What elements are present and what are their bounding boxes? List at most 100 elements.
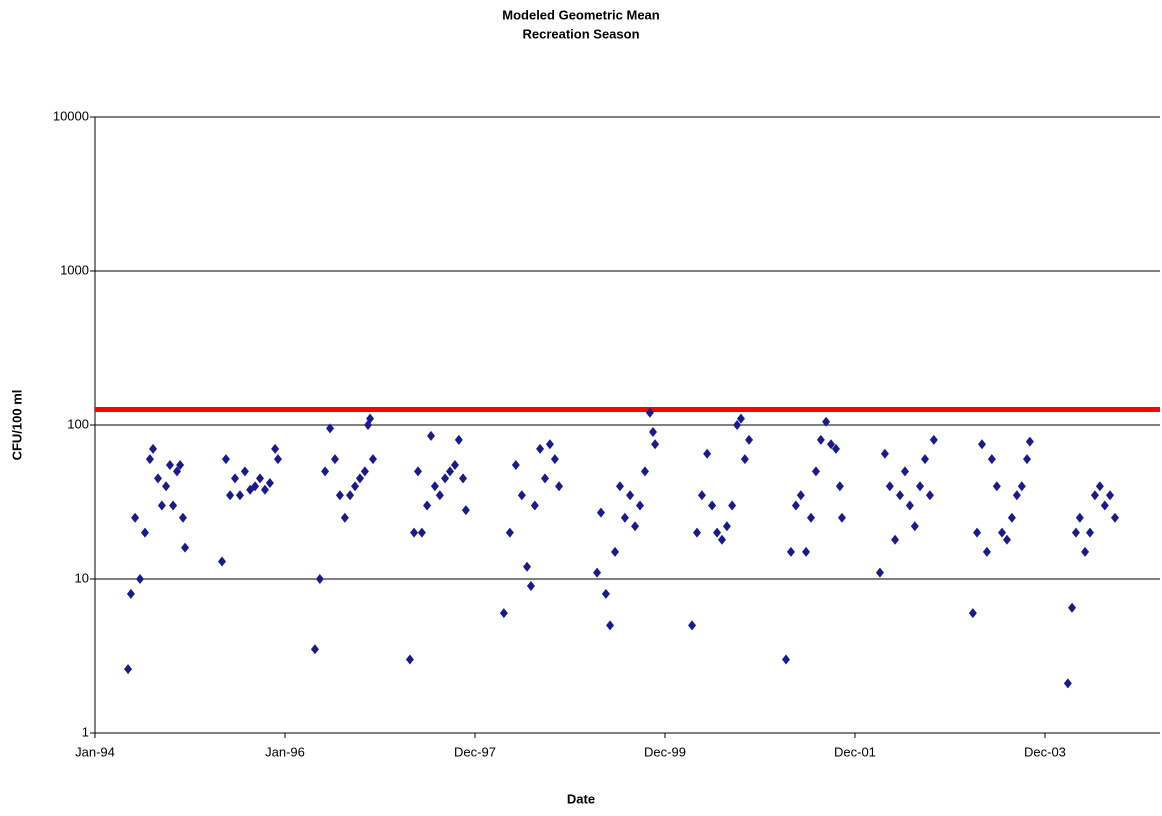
x-tick-label: Dec-01 [834,744,876,759]
marker [987,454,996,465]
marker [240,466,249,477]
marker [178,512,187,523]
marker [973,527,982,538]
marker [925,490,934,501]
marker [708,500,717,511]
marker [271,443,280,454]
marker [645,407,654,418]
x-tick-label: Jan-94 [75,744,115,759]
marker [891,534,900,545]
marker [816,434,825,445]
marker [703,448,712,459]
marker [226,490,235,501]
marker [651,439,660,450]
marker [315,574,324,584]
marker [885,481,894,492]
marker [251,481,260,492]
marker [417,527,426,538]
marker [920,454,929,465]
marker [366,413,375,424]
marker [791,500,800,511]
marker [454,434,463,445]
marker [446,466,454,477]
marker [346,490,355,501]
marker [880,448,889,459]
marker [140,527,149,538]
marker [1002,534,1011,545]
marker [895,490,904,501]
y-tick-label: 100 [67,416,89,431]
marker [351,481,360,492]
marker [982,546,991,557]
marker [900,466,909,477]
marker [517,490,526,501]
marker [649,427,658,438]
marker [441,473,450,484]
marker [231,473,240,484]
marker [265,478,274,489]
marker [526,581,535,592]
marker [635,500,644,511]
marker [360,466,369,477]
marker [910,521,919,532]
marker [1007,512,1016,523]
marker [450,459,459,470]
marker [273,454,282,465]
marker [536,443,545,454]
marker [831,443,840,454]
marker [149,443,158,454]
marker [157,500,166,511]
marker [368,454,377,465]
marker [162,481,171,492]
marker [124,664,133,675]
marker [405,654,414,665]
marker [1023,454,1032,465]
marker [256,473,265,484]
marker [1017,481,1026,492]
marker [837,512,846,523]
marker [330,454,339,465]
marker [811,466,820,477]
marker [410,527,419,538]
y-axis-label: CFU/100 ml [9,390,24,461]
marker [1075,512,1084,523]
marker [722,521,731,532]
marker [796,490,805,501]
marker [181,542,190,553]
marker [615,481,624,492]
marker [1071,527,1080,538]
marker [802,546,811,557]
marker [355,473,364,484]
marker [340,512,349,523]
marker [606,620,615,631]
marker [176,459,185,470]
marker [1095,481,1104,492]
marker [427,430,436,441]
marker [310,644,319,655]
marker [165,459,174,470]
marker [423,500,432,511]
marker [822,416,831,427]
marker [321,466,330,477]
marker [745,434,754,445]
marker [640,466,649,477]
marker [733,420,742,430]
marker [620,512,629,523]
marker [1025,436,1034,447]
marker [1090,490,1099,501]
marker [413,466,422,477]
marker [218,556,227,567]
marker [145,454,154,465]
marker [1081,546,1090,557]
marker [435,490,444,501]
marker [827,439,836,450]
marker [430,481,439,492]
marker [905,500,914,511]
marker [916,481,925,492]
marker [835,481,844,492]
marker [459,473,468,484]
marker [692,527,701,538]
marker [998,527,1007,538]
marker [728,500,737,511]
